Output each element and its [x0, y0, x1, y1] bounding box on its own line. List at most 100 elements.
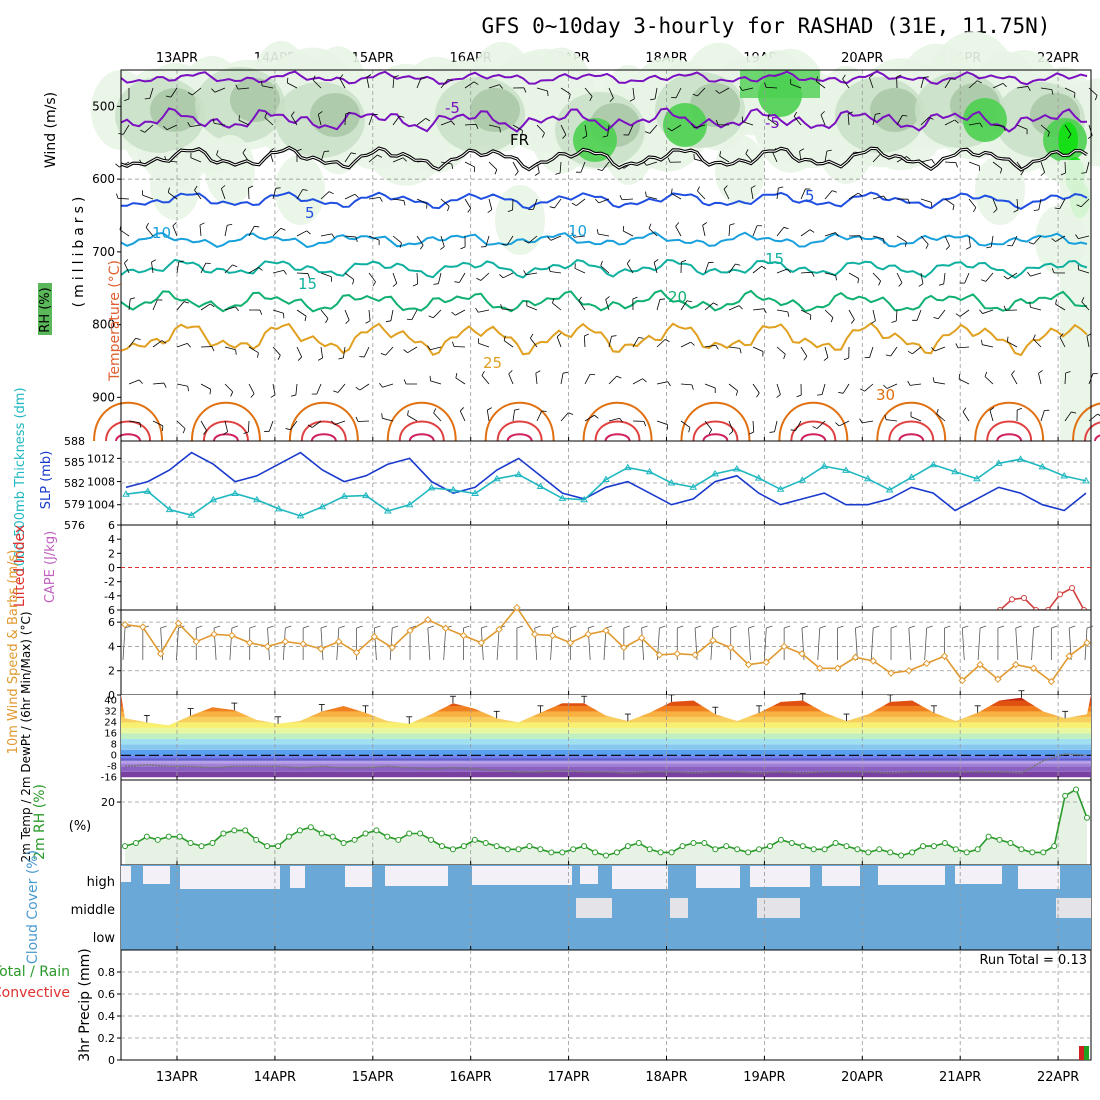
wind-barb-flag	[850, 319, 855, 324]
date-label-bottom: 13APR	[156, 1070, 198, 1085]
wind-barb	[800, 188, 806, 200]
wind-barb-flag	[235, 349, 237, 355]
wind-barb-flag	[116, 193, 119, 199]
wind-barb	[989, 410, 994, 422]
rh-point	[482, 839, 489, 846]
y-tick-label: 2	[108, 547, 115, 560]
wind-10m-barb-flag	[712, 625, 720, 629]
wind-10m-barb-flag	[979, 625, 987, 629]
wind-barb	[656, 420, 668, 425]
rh-shading	[975, 155, 1025, 225]
wind-barb-flag	[869, 74, 874, 78]
wind-speed-point	[976, 660, 984, 669]
wind-barb-flag	[778, 186, 784, 189]
wind-barb	[958, 346, 970, 349]
wind-barb-flag	[883, 238, 885, 244]
wind-barb-flag	[467, 208, 472, 213]
wind-barb	[864, 383, 874, 392]
wind-barb-flag	[735, 263, 741, 266]
wind-speed-point	[228, 631, 236, 640]
cloud-gap-high	[1018, 866, 1060, 889]
wind-barb	[767, 118, 778, 126]
wind-barb-flag	[547, 236, 552, 241]
wind-barb-flag	[981, 339, 983, 345]
wind-barb	[320, 309, 329, 319]
wind-barb	[152, 299, 158, 311]
thickness-point	[362, 491, 370, 499]
wind-barb-flag	[955, 162, 958, 168]
wind-barb	[368, 154, 378, 163]
thickness-point	[733, 465, 741, 472]
wind-barb	[392, 115, 400, 126]
thickness-point	[558, 494, 567, 501]
cloud-gap-high	[580, 866, 598, 884]
wind-barb-flag	[187, 122, 191, 127]
wind-barb	[248, 346, 259, 354]
rh-point	[1051, 843, 1058, 850]
wind-barb	[890, 346, 898, 357]
y-tick-label: 1004	[87, 499, 115, 512]
temp-tick-label: 16	[104, 728, 117, 739]
wind-barb-flag	[933, 316, 939, 320]
wind-barb	[176, 301, 185, 311]
wind-barb-flag	[124, 98, 130, 102]
wind-barb	[287, 82, 298, 89]
wind-barb-flag	[817, 394, 823, 396]
rh-point	[646, 846, 653, 853]
wind-barb	[872, 153, 881, 163]
wind-barb	[224, 420, 228, 432]
wind-barb-flag	[594, 414, 599, 419]
wind-barb-flag	[875, 113, 881, 115]
wind-barb-flag	[595, 198, 600, 204]
isotherm-line	[582, 401, 653, 442]
wind-barb	[675, 87, 682, 99]
wind-barb	[481, 375, 490, 385]
wind-barb	[152, 420, 164, 427]
wind-barb	[1007, 341, 1018, 348]
wind-barb	[800, 271, 812, 274]
wind-barb-flag	[858, 192, 863, 197]
ylabel-2m-rh: 2m RH (%)	[32, 784, 48, 860]
rh-shading	[275, 155, 325, 225]
wind-speed-point	[726, 643, 735, 652]
wind-barb-flag	[812, 426, 818, 429]
wind-barb	[385, 346, 394, 356]
y-tick-label: 6	[108, 519, 115, 532]
wind-barb	[776, 188, 779, 200]
wind-10m-barb	[855, 627, 858, 661]
wind-barb-flag	[318, 111, 323, 115]
wind-10m-barb-flag	[392, 625, 399, 629]
wind-barb-flag	[1051, 238, 1056, 242]
wind-barb	[536, 124, 545, 134]
wind-barb	[486, 410, 490, 422]
wind-barb	[752, 420, 755, 433]
wind-barb-flag	[379, 383, 383, 388]
wind-barb-flag	[691, 384, 694, 390]
date-label-top: 13APR	[156, 51, 198, 66]
wind-barb	[272, 346, 281, 356]
wind-barb	[478, 342, 490, 348]
wind-10m-barb	[389, 627, 393, 661]
wind-barb-flag	[124, 259, 129, 264]
rh-point	[318, 830, 325, 837]
wind-barb-flag	[130, 297, 136, 300]
wind-barb	[944, 235, 950, 247]
isotherm-line	[996, 433, 1023, 442]
wind-barb-flag	[283, 270, 287, 275]
wind-barb	[238, 87, 250, 90]
wind-barb	[626, 263, 634, 274]
wind-barb	[128, 299, 131, 311]
wind-barb-flag	[1047, 131, 1050, 137]
wind-barb-flag	[883, 384, 888, 389]
wind-barb-flag	[686, 300, 692, 303]
wind-barb-flag	[354, 193, 359, 198]
wind-speed-point	[281, 637, 290, 646]
rh-point	[920, 843, 927, 850]
wind-10m-barb-flag	[677, 625, 684, 629]
thickness-point	[711, 469, 719, 477]
wind-barb	[440, 79, 449, 89]
wind-barb	[584, 374, 591, 385]
wind-barb-flag	[275, 187, 281, 189]
